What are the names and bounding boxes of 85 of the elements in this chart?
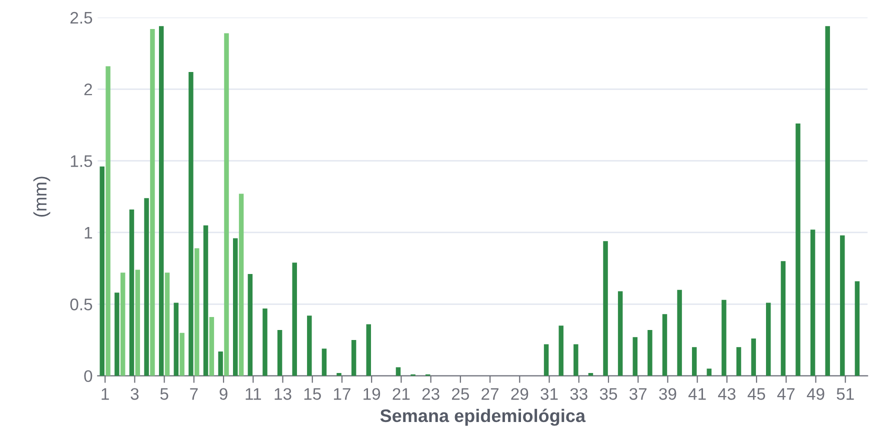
bar <box>722 300 726 376</box>
bar <box>854 281 860 376</box>
bar <box>351 340 356 376</box>
bar <box>164 272 170 376</box>
bar <box>692 347 697 376</box>
bar <box>825 26 830 376</box>
bar <box>307 316 312 376</box>
x-tick-label: 17 <box>334 388 350 400</box>
bar <box>751 338 756 376</box>
x-tick-label: 25 <box>452 388 469 400</box>
x-tick-label: 9 <box>220 388 228 400</box>
x-tick-label: 45 <box>748 388 766 400</box>
y-tick-label: 2.5 <box>70 12 92 24</box>
bar <box>780 261 786 376</box>
bar <box>603 241 608 376</box>
bar <box>262 308 268 376</box>
x-tick-label: 7 <box>190 388 198 400</box>
bar <box>106 66 110 376</box>
x-tick-label: 37 <box>629 388 647 400</box>
x-tick-label: 43 <box>718 388 736 400</box>
bar <box>150 28 155 376</box>
x-tick-label: 19 <box>364 388 380 400</box>
bar <box>766 302 771 376</box>
bar <box>114 292 120 376</box>
x-tick-label: 29 <box>511 388 528 400</box>
bar <box>120 272 126 376</box>
x-tick-label: 47 <box>777 388 795 400</box>
bar <box>233 238 238 376</box>
x-tick-label: 49 <box>806 388 824 400</box>
bar <box>632 337 638 376</box>
bar <box>322 348 327 376</box>
x-tick-label: 27 <box>482 388 498 400</box>
bar <box>336 372 342 376</box>
bar <box>174 302 179 376</box>
bar <box>574 344 578 376</box>
x-tick-label: 13 <box>274 388 292 400</box>
x-tick-label: 5 <box>160 388 168 400</box>
bar <box>618 291 623 376</box>
bar <box>224 33 229 376</box>
y-tick-label: 1 <box>84 227 92 239</box>
y-tick-label: 1.5 <box>70 155 92 168</box>
x-tick-label: 31 <box>540 388 558 400</box>
bar <box>810 230 816 376</box>
bar <box>366 324 371 376</box>
bar <box>840 235 845 376</box>
y-tick-label: 0 <box>84 370 92 382</box>
bar <box>188 72 194 376</box>
bar <box>144 198 149 376</box>
bar <box>100 166 104 376</box>
bar <box>218 351 223 376</box>
x-tick-label: 35 <box>600 388 618 400</box>
x-axis-title: Semana epidemiológica <box>380 408 586 426</box>
y-tick-label: 2 <box>84 84 92 96</box>
bar <box>238 194 244 376</box>
bar <box>796 124 800 376</box>
bar <box>662 314 668 376</box>
x-tick-label: 21 <box>392 388 410 400</box>
x-tick-label: 51 <box>836 388 854 400</box>
bar <box>396 367 401 376</box>
x-tick-label: 1 <box>102 388 109 400</box>
bar <box>203 225 208 376</box>
bar <box>706 368 712 376</box>
x-tick-label: 15 <box>304 388 321 400</box>
bar <box>194 248 200 376</box>
bar <box>135 270 140 376</box>
bar <box>180 332 184 376</box>
y-tick-label: 0.5 <box>70 298 92 310</box>
bar <box>277 330 282 376</box>
bar <box>129 210 134 376</box>
x-tick-label: 3 <box>130 388 139 400</box>
x-tick-label: 23 <box>422 388 440 400</box>
bar <box>677 290 682 376</box>
bar <box>558 326 564 376</box>
bar <box>158 26 164 376</box>
x-tick-label: 41 <box>688 388 706 400</box>
bar <box>209 317 214 376</box>
y-axis-title: (mm) <box>33 176 50 217</box>
bar <box>292 262 297 376</box>
x-tick-label: 39 <box>659 388 676 400</box>
x-tick-label: 11 <box>246 388 261 400</box>
bar <box>648 330 652 376</box>
x-tick-label: 33 <box>570 388 588 400</box>
bar <box>736 347 742 376</box>
bar <box>248 274 253 376</box>
bar <box>544 344 549 376</box>
